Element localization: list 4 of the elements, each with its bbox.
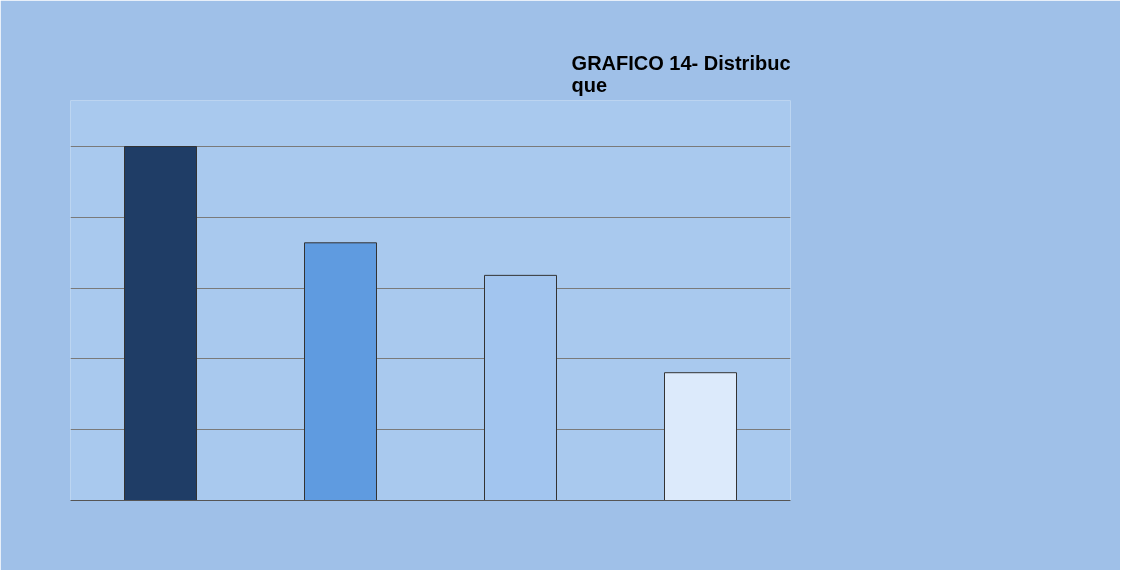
bar [304, 242, 377, 501]
bar [124, 146, 197, 501]
bar [664, 372, 737, 501]
chart-title: GRAFICO 14- Distribuc que [571, 51, 791, 96]
